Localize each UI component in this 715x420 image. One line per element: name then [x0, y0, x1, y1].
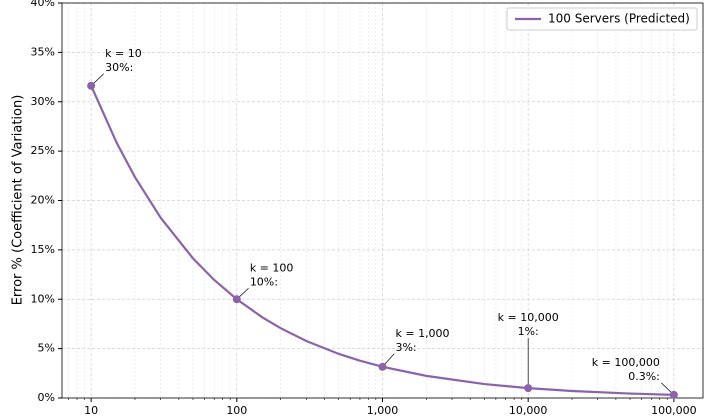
annotation-text: k = 100 — [250, 261, 294, 274]
y-tick-label: 40% — [31, 0, 55, 9]
annotation-text: k = 1,000 — [395, 327, 449, 340]
annotation-text: k = 10 — [105, 47, 142, 60]
point-marker — [87, 81, 96, 90]
y-tick-label: 0% — [38, 391, 55, 404]
annotation-text: k = 10,000 — [498, 311, 559, 324]
x-tick-label: 1,000 — [367, 404, 399, 417]
legend: 100 Servers (Predicted) — [506, 7, 698, 31]
y-tick-label: 15% — [31, 243, 55, 256]
annotation-text: 30%: — [105, 61, 133, 74]
annotation-text: 0.3%: — [628, 370, 660, 383]
annotation-text: 1%: — [518, 325, 539, 338]
legend-label: 100 Servers (Predicted) — [548, 12, 690, 26]
y-tick-label: 30% — [31, 95, 55, 108]
point-marker — [669, 390, 678, 399]
x-tick-label: 100 — [226, 404, 247, 417]
y-tick-label: 10% — [31, 292, 55, 305]
annotation-text: 10%: — [250, 275, 278, 288]
point-marker — [524, 384, 533, 393]
point-marker — [232, 295, 241, 304]
x-tick-label: 100,000 — [651, 404, 697, 417]
point-marker — [378, 362, 387, 371]
plot-frame — [61, 2, 704, 399]
y-axis-label: Error % (Coefficient of Variation) — [11, 95, 26, 306]
annotation-text: 3%: — [395, 341, 416, 354]
x-tick-label: 10,000 — [509, 404, 548, 417]
y-tick-label: 5% — [38, 342, 55, 355]
legend-box — [506, 7, 698, 31]
annotation-text: k = 100,000 — [592, 356, 660, 369]
y-tick-label: 20% — [31, 194, 55, 207]
y-tick-label: 35% — [31, 45, 55, 58]
x-tick-label: 10 — [84, 404, 98, 417]
y-tick-label: 25% — [31, 144, 55, 157]
